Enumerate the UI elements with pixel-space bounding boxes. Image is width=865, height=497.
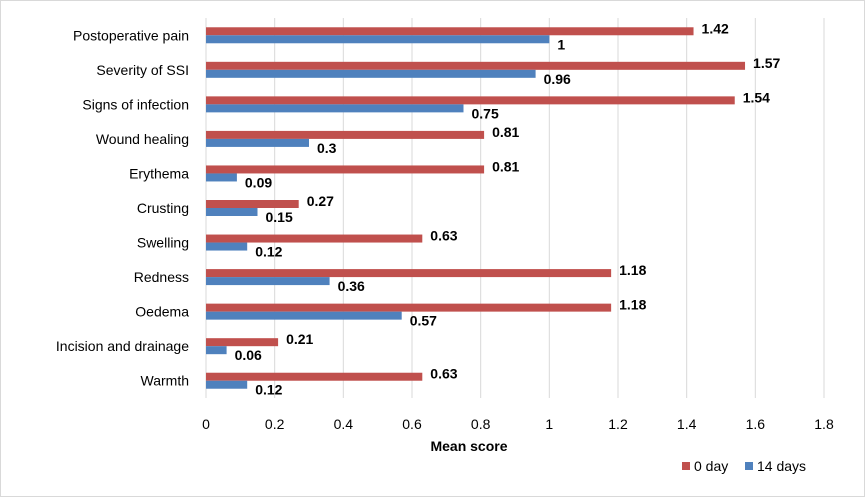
bar-0-day-severity-of-ssi <box>206 61 746 70</box>
data-label-0-day-incision-and-drainage: 0.21 <box>286 331 313 347</box>
data-label-0-day-oedema: 1.18 <box>619 297 646 313</box>
data-label-14-days-postoperative-pain: 1 <box>557 36 565 52</box>
data-label-14-days-swelling: 0.12 <box>255 244 282 260</box>
category-label-wound-healing: Wound healing <box>96 131 189 147</box>
grid-lines <box>205 18 825 398</box>
bar-14-days-oedema <box>206 311 402 320</box>
legend-swatch-0-day <box>682 462 690 470</box>
legend-label-14-days: 14 days <box>757 458 806 474</box>
data-label-14-days-redness: 0.36 <box>338 278 365 294</box>
data-label-14-days-wound-healing: 0.3 <box>317 140 337 156</box>
data-label-0-day-wound-healing: 0.81 <box>492 124 519 140</box>
category-label-crusting: Crusting <box>137 200 189 216</box>
bar-0-day-redness <box>206 269 612 278</box>
bar-14-days-warmth <box>206 380 248 389</box>
x-tick-label: 1.4 <box>677 416 697 432</box>
bar-14-days-wound-healing <box>206 138 309 147</box>
bar-0-day-swelling <box>206 234 423 243</box>
data-label-14-days-incision-and-drainage: 0.06 <box>235 347 262 363</box>
bar-14-days-redness <box>206 277 330 286</box>
x-tick-label: 1.2 <box>608 416 628 432</box>
bar-0-day-signs-of-infection <box>206 96 735 105</box>
x-tick-label: 1.8 <box>814 416 834 432</box>
category-label-warmth: Warmth <box>141 373 189 389</box>
bar-0-day-crusting <box>206 200 299 208</box>
category-label-incision-and-drainage: Incision and drainage <box>56 338 189 354</box>
bar-0-day-wound-healing <box>206 130 485 139</box>
data-label-14-days-oedema: 0.57 <box>410 313 437 329</box>
bar-14-days-postoperative-pain <box>206 35 550 44</box>
data-label-0-day-erythema: 0.81 <box>492 158 519 174</box>
x-tick-label: 0 <box>202 416 210 432</box>
bar-14-days-crusting <box>206 208 258 216</box>
category-label-swelling: Swelling <box>137 235 189 251</box>
data-labels: 1.42 1 1.57 0.96 1.54 0.75 0.81 0.3 0.81 0.09 0.27… <box>235 20 781 397</box>
x-tick-label: 0.2 <box>265 416 285 432</box>
data-label-0-day-swelling: 0.63 <box>430 228 457 244</box>
bar-14-days-swelling <box>206 242 248 251</box>
data-label-14-days-warmth: 0.12 <box>255 382 282 398</box>
category-label-erythema: Erythema <box>129 165 189 181</box>
data-label-14-days-severity-of-ssi: 0.96 <box>544 71 571 87</box>
bar-0-day-incision-and-drainage <box>206 338 279 347</box>
category-label-postoperative-pain: Postoperative pain <box>73 27 189 43</box>
data-label-0-day-severity-of-ssi: 1.57 <box>753 55 780 71</box>
bar-14-days-incision-and-drainage <box>206 346 227 355</box>
data-label-0-day-postoperative-pain: 1.42 <box>702 20 729 36</box>
data-label-14-days-erythema: 0.09 <box>245 174 272 190</box>
x-tick-label: 0.6 <box>402 416 422 432</box>
bar-14-days-severity-of-ssi <box>206 69 536 78</box>
data-label-14-days-signs-of-infection: 0.75 <box>472 105 499 121</box>
legend: 0 day 14 days <box>682 458 806 474</box>
category-label-oedema: Oedema <box>135 304 189 320</box>
bar-0-day-oedema <box>206 303 612 312</box>
category-labels: Postoperative pain Severity of SSI Signs o… <box>56 27 189 388</box>
x-tick-label: 0.8 <box>471 416 491 432</box>
data-label-0-day-warmth: 0.63 <box>430 366 457 382</box>
legend-swatch-14-days <box>745 462 753 470</box>
data-label-0-day-crusting: 0.27 <box>307 193 334 209</box>
bar-14-days-signs-of-infection <box>206 104 464 113</box>
x-axis-title: Mean score <box>430 438 507 454</box>
bar-14-days-erythema <box>206 173 237 182</box>
x-tick-label: 0.4 <box>334 416 354 432</box>
bar-0-day-erythema <box>206 165 485 174</box>
category-label-signs-of-infection: Signs of infection <box>82 96 189 112</box>
data-label-14-days-crusting: 0.15 <box>266 209 293 225</box>
data-label-0-day-redness: 1.18 <box>619 262 646 278</box>
data-label-0-day-signs-of-infection: 1.54 <box>743 89 770 105</box>
bar-0-day-postoperative-pain <box>206 27 694 36</box>
x-tick-labels: 0 0.2 0.4 0.6 0.8 1 1.2 1.4 1.6 1.8 <box>202 416 834 432</box>
category-label-severity-of-ssi: Severity of SSI <box>96 62 189 78</box>
bar-0-day-warmth <box>206 372 423 381</box>
x-tick-label: 1 <box>545 416 553 432</box>
x-tick-label: 1.6 <box>746 416 766 432</box>
legend-label-0-day: 0 day <box>694 458 728 474</box>
bars <box>206 27 746 389</box>
category-label-redness: Redness <box>134 269 189 285</box>
